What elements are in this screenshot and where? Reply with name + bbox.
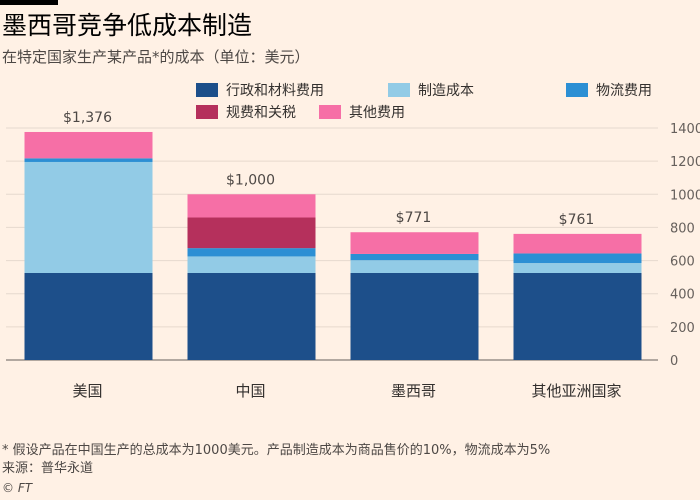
bar-segment: [513, 253, 642, 264]
bar-segment: [187, 256, 316, 273]
bar-segment: [24, 158, 153, 162]
x-category-label: 中国: [235, 382, 265, 400]
footnote: * 假设产品在中国生产的总成本为1000美元。产品制造成本为商品售价的10%，物…: [2, 443, 551, 458]
bar-segment: [350, 232, 479, 254]
copyright: © FT: [2, 481, 33, 495]
bar-segment: [187, 248, 316, 257]
x-category-label: 美国: [72, 382, 102, 400]
bar-segment: [187, 273, 316, 360]
bar-segment: [513, 263, 642, 273]
brand-bar: [0, 0, 58, 5]
y-tick-label: 200: [670, 321, 695, 336]
bar-segment: [24, 273, 153, 360]
y-tick-label: 1400: [670, 122, 700, 137]
bar-segment: [350, 273, 479, 360]
bar-total-label: $1,000: [226, 172, 275, 188]
footnote-block: * 假设产品在中国生产的总成本为1000美元。产品制造成本为商品售价的10%，物…: [2, 442, 550, 478]
y-tick-label: 600: [670, 255, 695, 270]
bar-segment: [513, 233, 642, 254]
chart-subtitle: 在特定国家生产某产品*的成本（单位：美元）: [2, 48, 310, 66]
y-tick-label: 800: [670, 221, 695, 236]
bar-total-label: $771: [396, 210, 432, 226]
bar-segment: [350, 253, 479, 261]
stacked-bar-chart: 0 200 400 600 800 1000 1200 1400 $1,376 美国 $1,000 中…: [6, 110, 700, 400]
x-category-label: 墨西哥: [391, 382, 436, 400]
bar-segment: [187, 217, 316, 249]
bar-segment: [24, 161, 153, 273]
y-tick-label: 400: [670, 288, 695, 303]
x-category-label: 其他亚洲国家: [531, 382, 621, 400]
chart-title: 墨西哥竞争低成本制造: [2, 11, 253, 40]
bar-segment: [513, 273, 642, 360]
y-tick-label: 1000: [670, 188, 700, 203]
bar-total-label: $1,376: [63, 110, 112, 126]
source-note: 来源：普华永道: [2, 461, 94, 476]
y-tick-label: 0: [670, 354, 678, 369]
bar-total-label: $761: [559, 212, 595, 228]
bar-segment: [350, 260, 479, 273]
bar-segment: [24, 131, 153, 159]
y-tick-label: 1200: [670, 155, 700, 170]
bar-segment: [187, 194, 316, 218]
